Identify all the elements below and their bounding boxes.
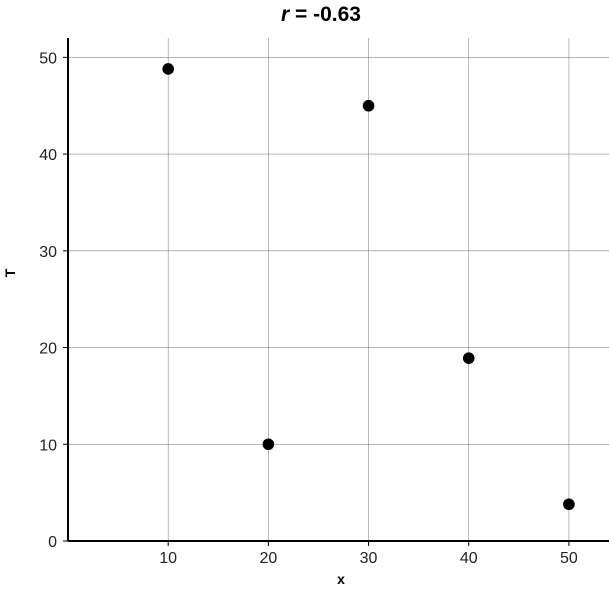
y-tick-label: 50 <box>39 50 57 67</box>
data-point <box>262 438 275 451</box>
data-points <box>162 63 575 511</box>
x-tick-label: 30 <box>360 550 378 567</box>
chart-title: r = -0.63 <box>281 3 361 26</box>
x-tick-label: 40 <box>460 550 478 567</box>
data-point <box>362 99 375 112</box>
data-point <box>162 63 174 75</box>
chart-title-value: = -0.63 <box>289 3 361 26</box>
x-axis-label: x <box>337 571 345 587</box>
x-tick-label: 20 <box>259 550 277 567</box>
y-tick-label: 10 <box>39 437 57 454</box>
y-tick-label: 20 <box>39 341 57 358</box>
tick-labels: 10 20 30 40 50 0 10 20 30 40 50 <box>39 50 578 567</box>
y-tick-label: 0 <box>48 534 57 551</box>
axes <box>63 38 609 546</box>
y-tick-label: 30 <box>39 244 57 261</box>
y-tick-label: 40 <box>39 147 57 164</box>
data-point <box>563 498 575 511</box>
y-axis-label: T <box>2 268 18 277</box>
data-point <box>462 352 475 364</box>
x-tick-label: 10 <box>159 550 177 567</box>
chart-title-variable: r <box>281 3 291 26</box>
grid-lines <box>68 38 609 541</box>
x-tick-label: 50 <box>560 550 578 567</box>
